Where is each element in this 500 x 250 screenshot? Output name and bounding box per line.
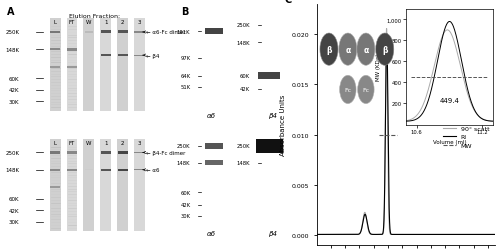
RI: [470, 233, 476, 236]
RI: [314, 233, 320, 236]
90° scatt: [488, 233, 494, 236]
Line: 90° scatt: 90° scatt: [316, 30, 495, 234]
RI: [488, 233, 494, 236]
RI: [344, 233, 350, 236]
MW: [394, 134, 400, 136]
90° scatt: [334, 233, 340, 236]
MW: [386, 134, 392, 136]
90° scatt: [384, 28, 390, 31]
Text: B: B: [182, 8, 189, 17]
90° scatt: [344, 233, 350, 236]
Line: RI: RI: [316, 34, 495, 234]
Legend: 90° scatt, RI, MW: 90° scatt, RI, MW: [441, 124, 492, 151]
90° scatt: [470, 233, 476, 236]
MW: [384, 134, 390, 136]
MW: [384, 134, 390, 136]
MW: [376, 134, 382, 136]
MW: [390, 134, 396, 136]
90° scatt: [390, 233, 396, 236]
RI: [382, 155, 388, 158]
RI: [492, 233, 498, 236]
RI: [390, 233, 396, 236]
Text: A: A: [6, 8, 14, 17]
MW: [386, 134, 392, 136]
Y-axis label: Absorbance Units: Absorbance Units: [280, 94, 286, 156]
MW: [393, 134, 399, 136]
90° scatt: [382, 158, 388, 162]
90° scatt: [314, 233, 320, 236]
90° scatt: [492, 233, 498, 236]
RI: [334, 233, 340, 236]
Text: C: C: [284, 0, 292, 5]
RI: [384, 33, 390, 36]
